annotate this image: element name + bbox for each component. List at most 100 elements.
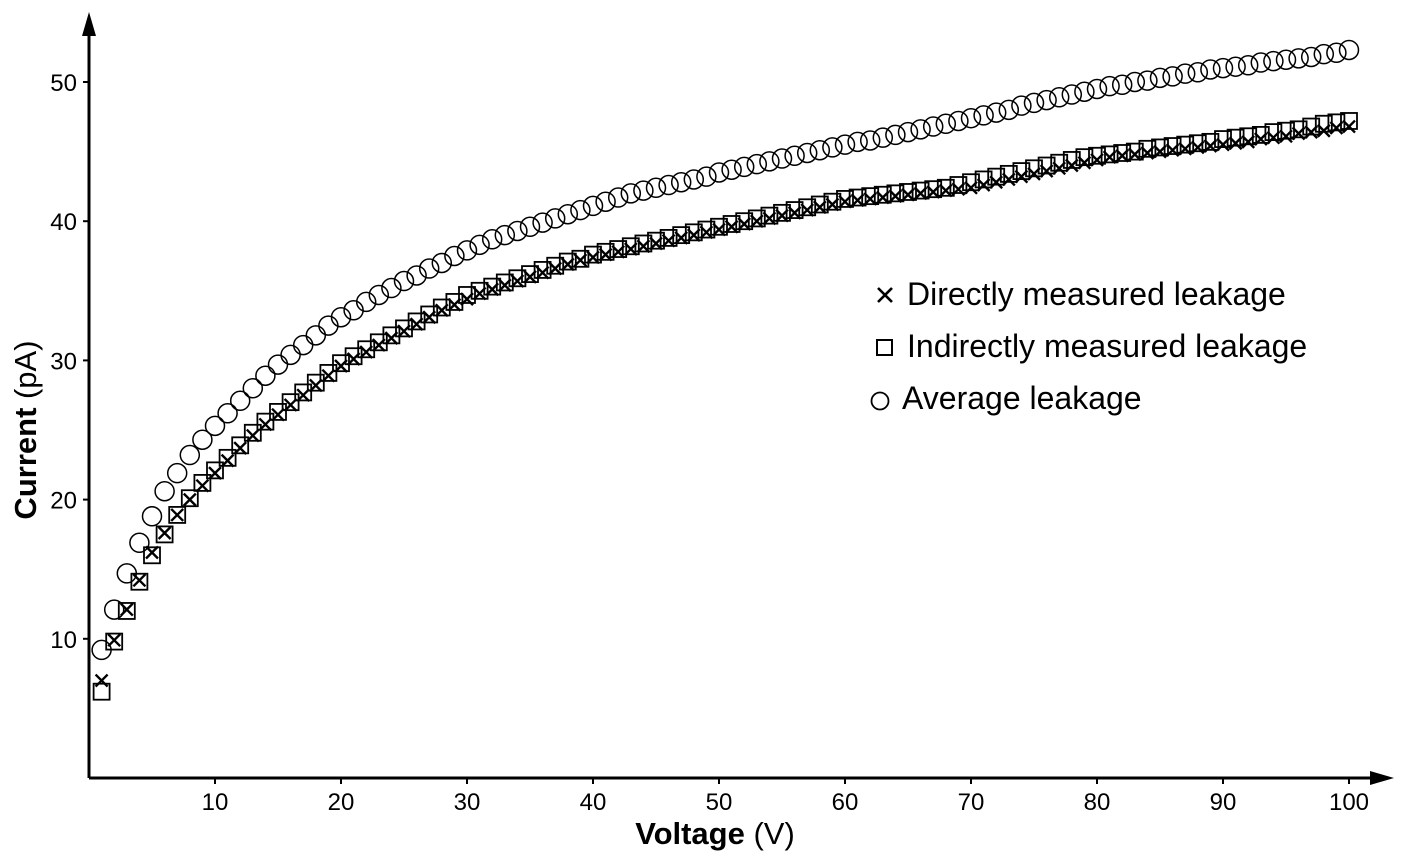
x-axis-title-unit: (V): [745, 816, 795, 851]
data-point-x: [1001, 172, 1016, 187]
data-point-square: [533, 261, 552, 279]
data-point-x: [775, 208, 789, 223]
x-axis-title-name: Voltage: [635, 816, 745, 851]
data-point-square: [886, 184, 905, 203]
legend-circle-marker-icon: [870, 391, 890, 411]
data-point-circle: [998, 99, 1020, 121]
data-point-square: [206, 461, 224, 480]
data-point-x: [447, 297, 462, 312]
data-point-circle: [1288, 48, 1309, 69]
data-point-x: [1304, 125, 1319, 139]
data-point-circle: [847, 131, 868, 153]
data-point-circle: [1086, 78, 1108, 100]
data-point-x: [938, 183, 953, 198]
data-point-x: [1127, 147, 1142, 162]
data-point-circle: [280, 344, 301, 366]
data-point-square: [332, 354, 350, 373]
data-point-x: [686, 228, 701, 242]
data-point-x: [334, 359, 348, 373]
x-axis-arrow-icon: [1370, 771, 1394, 785]
data-point-square: [357, 340, 376, 359]
data-point-x: [434, 303, 449, 318]
data-point-x: [220, 453, 235, 468]
data-point-x: [850, 193, 865, 208]
data-point-square: [92, 682, 111, 701]
data-point-circle: [1300, 46, 1322, 68]
data-point-x: [1027, 167, 1041, 181]
data-point-circle: [456, 240, 478, 261]
data-point-circle: [507, 220, 528, 242]
data-point-circle: [1061, 84, 1083, 105]
series-x: [94, 119, 1356, 688]
data-point-circle: [557, 203, 579, 225]
data-point-circle: [645, 177, 667, 199]
data-point-x: [926, 185, 941, 199]
data-point-x: [611, 244, 626, 259]
data-point-x: [119, 602, 134, 617]
data-point-square: [1340, 112, 1358, 130]
data-point-circle: [935, 113, 957, 135]
data-point-x: [1039, 164, 1054, 178]
data-point-square: [987, 167, 1006, 186]
data-point-x: [271, 407, 285, 422]
data-point-circle: [305, 325, 327, 346]
data-point-x: [371, 338, 386, 352]
data-point-circle: [948, 110, 969, 132]
data-point-x: [712, 222, 726, 237]
data-point-square: [243, 423, 262, 442]
data-point-circle: [229, 390, 251, 412]
data-point-x: [485, 282, 500, 297]
data-point-circle: [217, 403, 238, 424]
data-point-square: [155, 525, 174, 544]
data-point-circle: [381, 277, 402, 299]
data-point-x: [1090, 153, 1104, 167]
data-point-x: [649, 236, 663, 251]
data-point-square: [407, 312, 426, 331]
data-point-x: [346, 352, 361, 366]
data-point-circle: [1099, 75, 1120, 97]
data-point-x: [749, 214, 764, 229]
y-tick-label: 30: [50, 348, 77, 375]
data-point-circle: [444, 245, 465, 267]
data-point-square: [911, 181, 930, 200]
data-point-circle: [393, 270, 415, 292]
data-point-square: [432, 298, 451, 317]
data-point-square: [899, 183, 917, 201]
data-point-x: [623, 242, 638, 256]
data-point-x: [863, 192, 878, 206]
y-axis-title-name: Current: [8, 408, 43, 520]
data-point-x: [1203, 139, 1218, 153]
data-point-circle: [1162, 66, 1183, 87]
data-point-circle: [796, 142, 818, 164]
data-point-circle: [1275, 49, 1297, 70]
data-point-circle: [1048, 87, 1070, 108]
data-point-x: [598, 247, 613, 262]
data-point-x: [1153, 144, 1167, 159]
x-tick-label: 40: [580, 789, 607, 816]
legend-square-marker-icon: [876, 339, 893, 356]
legend-label-direct: Directly measured leakage: [907, 276, 1286, 312]
x-tick-label: 90: [1210, 789, 1237, 816]
data-point-x: [283, 398, 298, 412]
x-tick-label: 70: [958, 789, 985, 816]
x-tick-label: 60: [832, 789, 859, 816]
data-point-circle: [255, 365, 276, 386]
data-point-x: [296, 388, 311, 403]
data-point-square: [344, 347, 363, 366]
data-point-circle: [721, 159, 742, 180]
y-axis-title: Current (pA): [8, 340, 43, 519]
data-point-x: [132, 573, 147, 588]
y-axis-arrow-icon: [82, 12, 96, 36]
data-point-circle: [1074, 81, 1095, 102]
data-point-square: [168, 506, 187, 524]
data-point-circle: [1149, 67, 1171, 89]
data-point-square: [1062, 151, 1081, 169]
data-point-square: [369, 333, 388, 352]
legend-x-marker-icon: [877, 287, 893, 303]
data-point-square: [848, 188, 867, 207]
x-tick-label: 20: [328, 789, 355, 816]
data-point-circle: [481, 229, 503, 250]
data-point-circle: [696, 166, 717, 187]
data-point-circle: [494, 224, 516, 246]
data-point-circle: [784, 145, 805, 167]
